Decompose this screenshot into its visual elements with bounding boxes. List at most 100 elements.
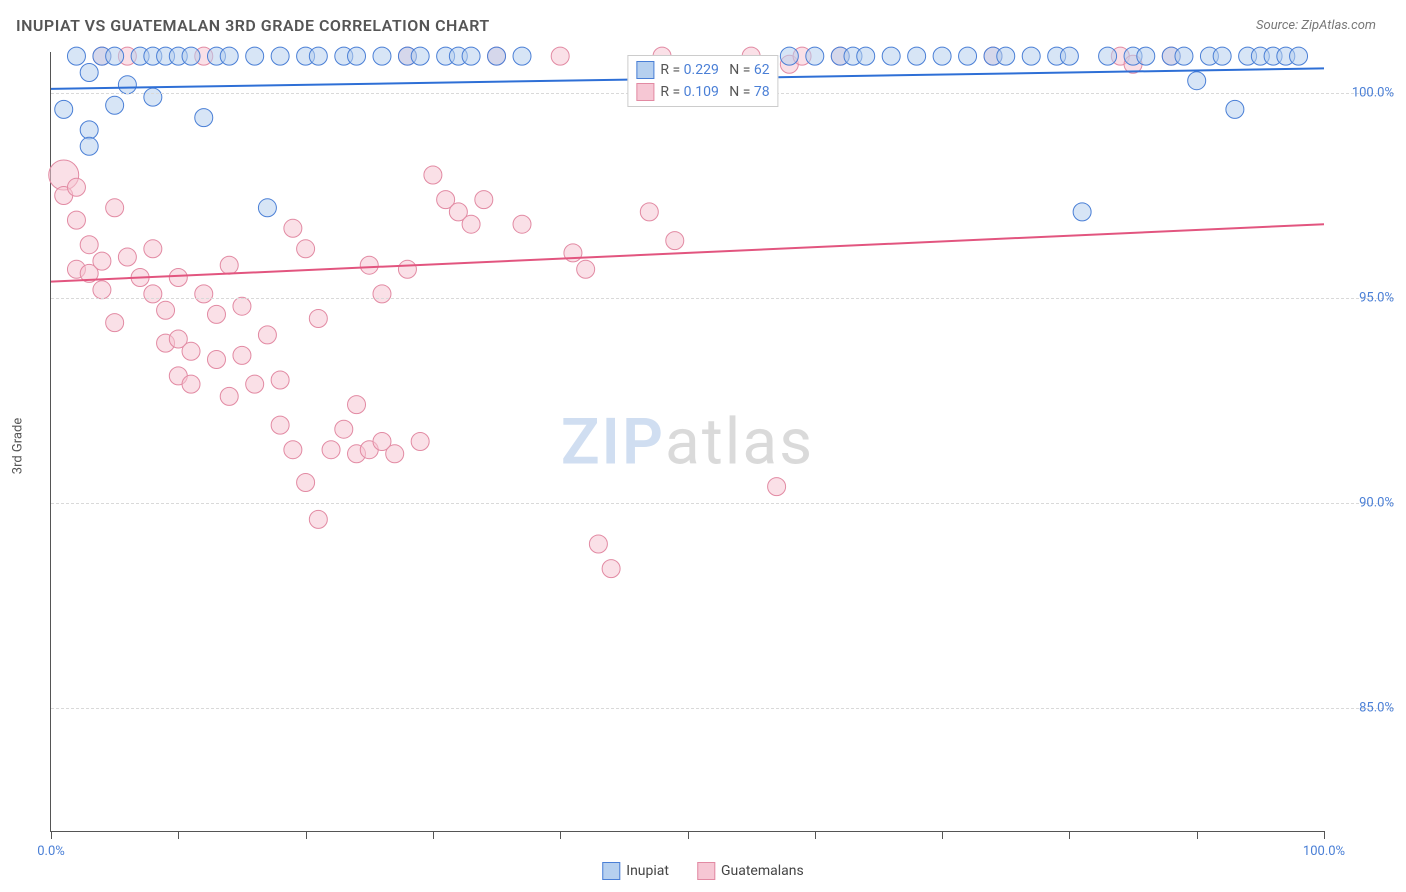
data-point	[118, 76, 136, 94]
y-tick-label: 95.0%	[1359, 291, 1394, 306]
legend-item: Guatemalans	[697, 862, 804, 880]
stats-legend: R = 0.229 N = 62 R = 0.109 N = 78	[627, 55, 778, 107]
data-point	[411, 47, 429, 65]
data-point	[55, 100, 73, 118]
data-point	[246, 47, 264, 65]
data-point	[1188, 72, 1206, 90]
chart-svg	[51, 52, 1324, 831]
legend-item: Inupiat	[602, 862, 669, 880]
data-point	[169, 269, 187, 287]
x-tick	[815, 831, 816, 839]
data-point	[309, 510, 327, 528]
data-point	[424, 166, 442, 184]
data-point	[1175, 47, 1193, 65]
data-point	[106, 314, 124, 332]
data-point	[666, 232, 684, 250]
data-point	[67, 47, 85, 65]
data-point	[93, 252, 111, 270]
data-point	[640, 203, 658, 221]
x-tick	[433, 831, 434, 839]
data-point	[271, 47, 289, 65]
data-point	[207, 351, 225, 369]
data-point	[1137, 47, 1155, 65]
data-point	[80, 137, 98, 155]
legend-label: Inupiat	[626, 863, 669, 879]
data-point	[551, 47, 569, 65]
x-tick	[1324, 831, 1325, 839]
data-point	[348, 47, 366, 65]
data-point	[335, 420, 353, 438]
series-legend: Inupiat Guatemalans	[602, 862, 803, 880]
data-point	[857, 47, 875, 65]
data-point	[602, 560, 620, 578]
data-point	[513, 47, 531, 65]
data-point	[144, 88, 162, 106]
data-point	[780, 47, 798, 65]
data-point	[80, 236, 98, 254]
x-tick	[942, 831, 943, 839]
data-point	[462, 47, 480, 65]
trend-line	[51, 224, 1324, 281]
data-point	[475, 191, 493, 209]
data-point	[882, 47, 900, 65]
x-tick	[1069, 831, 1070, 839]
data-point	[768, 478, 786, 496]
data-point	[309, 310, 327, 328]
x-tick-label: 0.0%	[37, 844, 65, 859]
legend-swatch-icon	[697, 862, 715, 880]
data-point	[360, 256, 378, 274]
x-tick	[306, 831, 307, 839]
gridline	[51, 708, 1394, 709]
stats-legend-row: R = 0.109 N = 78	[636, 81, 769, 103]
data-point	[220, 47, 238, 65]
data-point	[93, 281, 111, 299]
y-tick-label: 90.0%	[1359, 496, 1394, 511]
data-point	[297, 240, 315, 258]
data-point	[513, 215, 531, 233]
data-point	[271, 371, 289, 389]
data-point	[297, 474, 315, 492]
data-point	[233, 297, 251, 315]
data-point	[144, 285, 162, 303]
data-point	[182, 47, 200, 65]
data-point	[220, 387, 238, 405]
data-point	[106, 96, 124, 114]
x-tick	[178, 831, 179, 839]
data-point	[284, 219, 302, 237]
data-point	[462, 215, 480, 233]
x-tick	[688, 831, 689, 839]
data-point	[144, 240, 162, 258]
y-tick-label: 85.0%	[1359, 701, 1394, 716]
data-point	[373, 47, 391, 65]
data-point	[398, 260, 416, 278]
data-point	[1290, 47, 1308, 65]
data-point	[233, 346, 251, 364]
data-point	[959, 47, 977, 65]
data-point	[348, 396, 366, 414]
data-point	[106, 199, 124, 217]
x-tick	[51, 831, 52, 839]
data-point	[908, 47, 926, 65]
data-point	[182, 342, 200, 360]
data-point	[106, 47, 124, 65]
legend-label: Guatemalans	[721, 863, 804, 879]
stats-legend-row: R = 0.229 N = 62	[636, 59, 769, 81]
data-point	[67, 211, 85, 229]
stats-legend-text: R = 0.109 N = 78	[660, 84, 769, 100]
source-attribution: Source: ZipAtlas.com	[1256, 18, 1376, 33]
data-point	[322, 441, 340, 459]
data-point	[309, 47, 327, 65]
data-point	[411, 433, 429, 451]
x-tick	[1197, 831, 1198, 839]
data-point	[1226, 100, 1244, 118]
chart-title: INUPIAT VS GUATEMALAN 3RD GRADE CORRELAT…	[16, 16, 490, 35]
data-point	[806, 47, 824, 65]
data-point	[195, 109, 213, 127]
data-point	[182, 375, 200, 393]
y-tick-label: 100.0%	[1352, 86, 1394, 101]
data-point	[80, 121, 98, 139]
data-point	[258, 326, 276, 344]
y-axis-title: 3rd Grade	[11, 418, 26, 474]
data-point	[1073, 203, 1091, 221]
data-point	[1099, 47, 1117, 65]
